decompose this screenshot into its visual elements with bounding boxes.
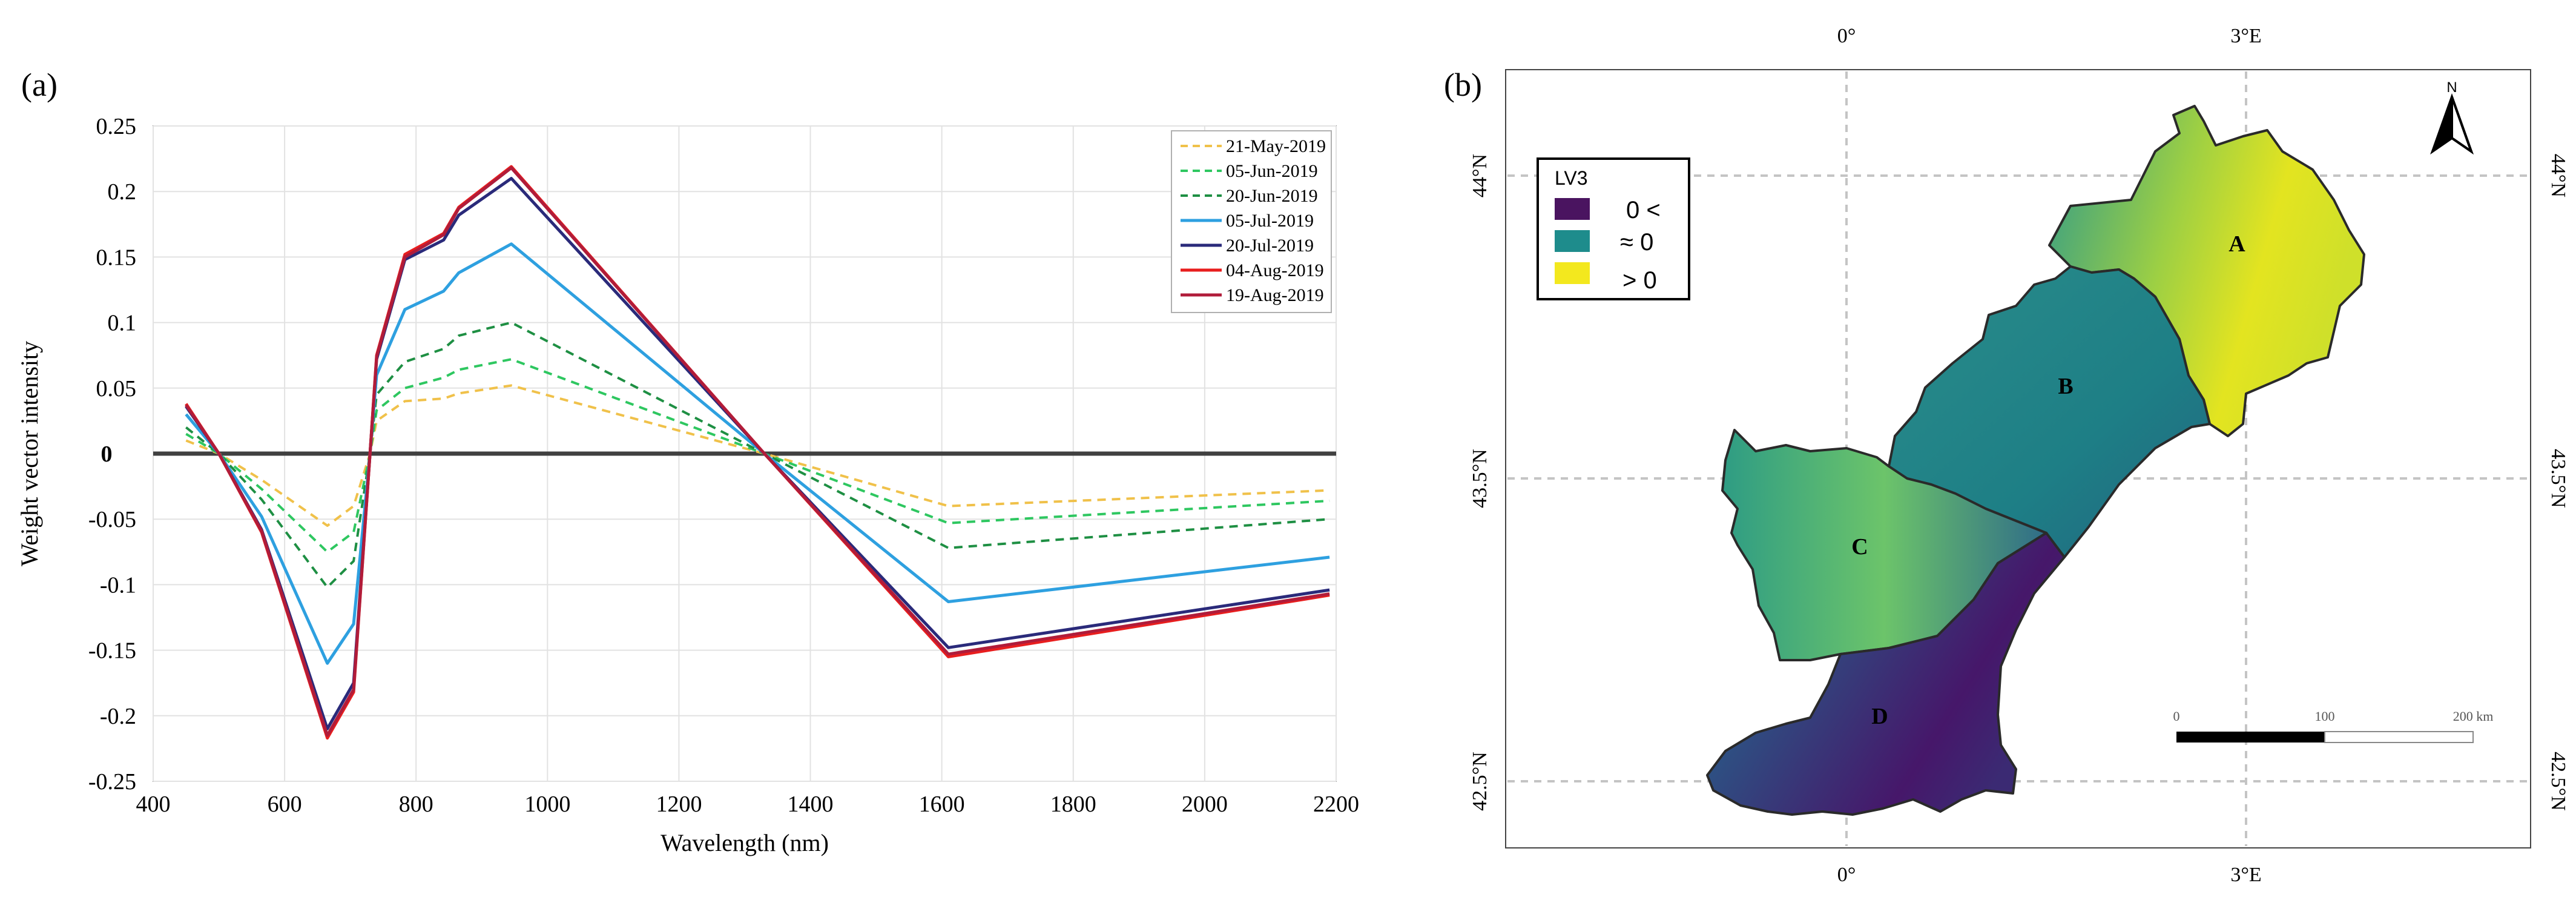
panel-a-label: (a) (21, 67, 58, 103)
x-axis-ticks: 400 600 800 1000 1200 1400 1600 1800 2000 2200 (136, 792, 1360, 817)
legend-label-05-Jul-2019: 05-Jul-2019 (1226, 211, 1314, 231)
y-tick-label: -0.1 (100, 572, 136, 598)
y-tick-label: -0.2 (100, 704, 136, 729)
map-bottom-lon-0: 0° (1837, 864, 1856, 886)
series-line-20-Jun-2019 (185, 321, 1330, 589)
y-tick-label: 0.1 (108, 311, 137, 336)
map-top-lon-0: 0° (1837, 25, 1856, 47)
x-tick-label: 400 (136, 792, 171, 817)
scale-label-100: 100 (2315, 709, 2335, 724)
region-d-area (1706, 532, 2066, 816)
series-line-05-Jun-2019 (185, 358, 1330, 554)
x-tick-label: 1400 (788, 792, 834, 817)
map-right-lat-1: 43.5°N (2547, 449, 2569, 508)
legend-label-zero: ≈ 0 (1620, 229, 1653, 256)
legend-label-21-May-2019: 21-May-2019 (1226, 136, 1326, 156)
chart-legend: 21-May-2019 05-Jun-2019 20-Jun-2019 05-Jul-… (1181, 136, 1326, 305)
map-right-lat-0: 44°N (2547, 154, 2569, 197)
x-tick-label: 1600 (919, 792, 965, 817)
north-label: N (2446, 79, 2457, 96)
legend-label-negative: 0 < (1626, 197, 1661, 223)
legend-swatch-positive (1555, 262, 1590, 284)
series-line-21-May-2019 (185, 384, 1330, 527)
y-tick-label: -0.15 (88, 638, 136, 664)
region-label-d: D (1871, 704, 1888, 729)
y-tick-label: 0 (101, 442, 113, 467)
chart-series (185, 165, 1330, 740)
legend-label-05-Jun-2019: 05-Jun-2019 (1226, 161, 1318, 181)
map-top-lon-1: 3°E (2230, 25, 2261, 47)
legend-label-20-Jun-2019: 20-Jun-2019 (1226, 186, 1318, 206)
map-right-lat-2: 42.5°N (2547, 752, 2569, 811)
y-tick-label: -0.05 (88, 507, 136, 532)
x-tick-label: 800 (399, 792, 433, 817)
y-tick-label: 0.25 (96, 114, 137, 139)
north-arrow-icon (2430, 93, 2474, 155)
y-tick-label: 0.05 (96, 376, 137, 402)
map-regions (1706, 105, 2365, 816)
x-tick-label: 1200 (656, 792, 702, 817)
legend-swatch-zero (1555, 230, 1590, 252)
x-tick-label: 2200 (1313, 792, 1359, 817)
legend-swatch-negative (1555, 198, 1590, 220)
map-left-lat-1: 43.5°N (1469, 449, 1491, 508)
panel-b-label: (b) (1444, 67, 1482, 103)
region-label-a: A (2228, 231, 2245, 257)
x-tick-label: 600 (268, 792, 302, 817)
y-tick-label: -0.25 (88, 769, 136, 795)
y-axis-title: Weight vector intensity (16, 341, 43, 566)
legend-label-20-Jul-2019: 20-Jul-2019 (1226, 236, 1314, 256)
region-label-b: B (2058, 374, 2073, 399)
legend-label-19-Aug-2019: 19-Aug-2019 (1226, 285, 1324, 305)
map-legend-title: LV3 (1555, 167, 1588, 189)
y-tick-label: 0.15 (96, 245, 137, 270)
y-axis-ticks: 0.25 0.2 0.15 0.1 0.05 0 -0.05 -0.1 -0.15 -0.2 -0.… (88, 114, 136, 795)
legend-label-04-Aug-2019: 04-Aug-2019 (1226, 260, 1324, 280)
x-tick-label: 2000 (1182, 792, 1228, 817)
y-tick-label: 0.2 (108, 179, 137, 205)
region-label-c: C (1851, 534, 1868, 560)
series-line-19-Aug-2019 (185, 166, 1330, 737)
map-bottom-lon-1: 3°E (2230, 864, 2261, 886)
legend-label-positive: > 0 (1622, 267, 1657, 294)
x-tick-label: 1000 (524, 792, 570, 817)
scale-label-200: 200 km (2453, 709, 2494, 724)
series-line-05-Jul-2019 (185, 242, 1330, 665)
map-left-lat-2: 42.5°N (1469, 752, 1491, 811)
x-tick-label: 1800 (1050, 792, 1096, 817)
map-scale-bar (2176, 731, 2474, 743)
scale-label-0: 0 (2173, 709, 2180, 724)
map-left-lat-0: 44°N (1469, 154, 1491, 197)
x-axis-title: Wavelength (nm) (660, 829, 829, 856)
